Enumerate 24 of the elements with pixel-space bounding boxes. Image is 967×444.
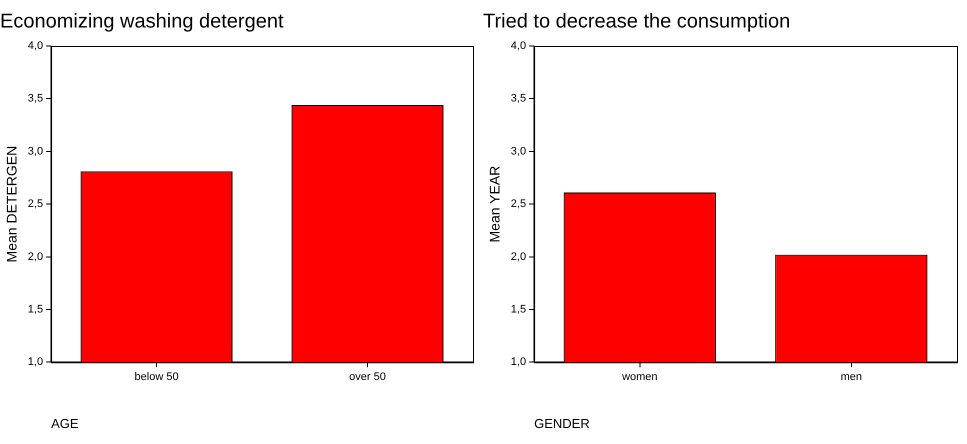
y-tick-label: 3,5 xyxy=(510,92,526,105)
x-axis-title: AGE xyxy=(51,416,79,431)
y-axis-title: Mean DETERGEN xyxy=(3,146,20,262)
y-tick-label: 3,5 xyxy=(28,92,44,105)
y-tick-label: 4,0 xyxy=(510,40,526,52)
y-tick-label: 1,0 xyxy=(28,356,44,368)
y-tick-label: 4,0 xyxy=(28,40,44,52)
x-tick-label: women xyxy=(621,370,658,383)
y-tick-label: 3,0 xyxy=(510,145,526,158)
y-tick-label: 1,5 xyxy=(28,304,44,316)
x-tick-label: below 50 xyxy=(134,370,179,383)
x-axis-title: GENDER xyxy=(534,416,590,431)
y-axis-title: Mean YEAR xyxy=(486,166,502,242)
chart-title: Economizing washing detergent xyxy=(0,10,284,33)
x-tick-label: men xyxy=(840,370,862,383)
y-tick-label: 1,0 xyxy=(510,356,526,368)
y-tick-label: 1,5 xyxy=(510,304,526,316)
y-tick-label: 2,5 xyxy=(510,198,526,210)
y-tick-label: 3,0 xyxy=(28,145,44,158)
x-tick-label: over 50 xyxy=(349,370,386,383)
y-tick-label: 2,5 xyxy=(28,198,44,210)
y-tick-label: 2,0 xyxy=(28,250,44,263)
y-tick-label: 2,0 xyxy=(510,250,526,263)
chart-title: Tried to decrease the consumption xyxy=(483,10,790,33)
